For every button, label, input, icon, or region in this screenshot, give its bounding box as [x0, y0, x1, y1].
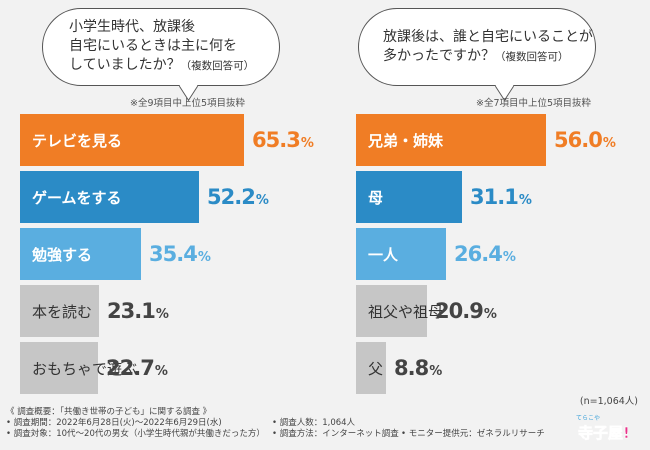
bar-label: 父 [368, 359, 384, 378]
value-unit: % [155, 307, 169, 322]
bar: 祖父や祖母 [356, 285, 443, 337]
bar-row: 本を読む 23.1% [20, 285, 169, 337]
bar: 母 [356, 171, 462, 223]
left-chart-panel: 小学生時代、放課後 自宅にいるときは主に何を していましたか？（複数回答可） ※… [20, 0, 325, 394]
value-unit: % [518, 193, 532, 208]
value-number: 31.1 [470, 185, 519, 209]
value-unit: % [602, 136, 616, 151]
survey-row: • 調査期間：2022年6月28日(火)～2022年6月29日(水) • 調査人… [6, 418, 355, 429]
question-line: 多かったですか？（複数回答可） [383, 47, 593, 67]
value-unit: % [300, 136, 314, 151]
bar-label: 本を読む [32, 302, 93, 321]
bar-label: おもちゃで遊ぶ [32, 359, 138, 378]
bar-row: 父 8.8% [356, 342, 442, 394]
question-line: 放課後は、誰と自宅にいることが [383, 28, 593, 45]
bar-label: 祖父や祖母 [368, 302, 444, 321]
question-line-text: 多かったですか？ [383, 47, 495, 64]
value-unit: % [429, 364, 443, 379]
value-label: 8.8% [394, 356, 442, 380]
value-label: 26.4% [454, 242, 516, 266]
survey-method: • 調査方法：インターネット調査 [272, 429, 399, 439]
question-text-right: 放課後は、誰と自宅にいることが 多かったですか？（複数回答可） [383, 28, 593, 67]
survey-target: • 調査対象：10代～20代の男女（小学生時代親が共働きだった方） [6, 429, 265, 439]
bar-label: ゲームをする [32, 188, 122, 207]
right-chart-panel: 放課後は、誰と自宅にいることが 多かったですか？（複数回答可） ※全7項目中上位… [356, 0, 636, 394]
value-number: 23.1 [107, 299, 156, 323]
extraction-note-right: ※全7項目中上位5項目抜粋 [476, 98, 592, 109]
bar: 父 [356, 342, 386, 394]
value-unit: % [255, 193, 269, 208]
question-bubble-left: 小学生時代、放課後 自宅にいるときは主に何を していましたか？（複数回答可） [42, 8, 280, 86]
multiple-answer-note: （複数回答可） [180, 60, 255, 72]
bar: 兄弟・姉妹 [356, 114, 546, 166]
value-number: 8.8 [394, 356, 429, 380]
bar-row: テレビを見る 65.3% [20, 114, 314, 166]
bar-row: 一人 26.4% [356, 228, 516, 280]
bar: 一人 [356, 228, 446, 280]
value-unit: % [154, 364, 168, 379]
bar: おもちゃで遊ぶ [20, 342, 137, 394]
survey-row: • 調査対象：10代～20代の男女（小学生時代親が共働きだった方） • 調査方法… [6, 429, 545, 440]
value-unit: % [502, 250, 516, 265]
value-label: 52.2% [207, 185, 269, 209]
bar: 本を読む [20, 285, 99, 337]
value-label: 23.1% [107, 299, 169, 323]
value-number: 26.4 [454, 242, 503, 266]
value-number: 56.0 [554, 128, 603, 152]
terakoya-logo: てらこや 寺子屋! [576, 414, 630, 442]
survey-overview: 《 調査概要：「共働き世帯の子ども」に関する調査 》 • 調査期間：2022年6… [6, 407, 545, 440]
question-line-text: していましたか？ [69, 57, 181, 73]
bar: テレビを見る [20, 114, 244, 166]
value-label: 31.1% [470, 185, 532, 209]
question-line: 自宅にいるときは主に何を [69, 38, 237, 54]
value-number: 65.3 [252, 128, 301, 152]
value-number: 35.4 [149, 242, 198, 266]
bar-row: 母 31.1% [356, 171, 532, 223]
bar-row: 勉強する 35.4% [20, 228, 211, 280]
extraction-note-left: ※全9項目中上位5項目抜粋 [130, 98, 246, 109]
bar: 勉強する [20, 228, 141, 280]
question-line: 小学生時代、放課後 [69, 19, 195, 35]
value-label: 35.4% [149, 242, 211, 266]
bar-label: 一人 [368, 245, 399, 264]
svg-text:てらこや: てらこや [576, 414, 600, 422]
value-number: 20.9 [435, 299, 484, 323]
bar-label: テレビを見る [32, 131, 123, 150]
survey-period: • 調査期間：2022年6月28日(火)～2022年6月29日(水) [6, 418, 222, 428]
bar-row: ゲームをする 52.2% [20, 171, 269, 223]
value-number: 52.2 [207, 185, 256, 209]
multiple-answer-note: （複数回答可） [495, 50, 569, 63]
bar-row: 祖父や祖母 20.9% [356, 285, 497, 337]
sample-size-label: (n=1,064人) [579, 396, 638, 407]
bar-label: 兄弟・姉妹 [368, 131, 444, 150]
survey-heading: 《 調査概要：「共働き世帯の子ども」に関する調査 》 [6, 407, 212, 417]
survey-provider: • モニター提供元：ゼネラルリサーチ [401, 429, 545, 439]
value-label: 20.9% [435, 299, 497, 323]
bar-label: 母 [368, 188, 384, 207]
question-text-left: 小学生時代、放課後 自宅にいるときは主に何を していましたか？（複数回答可） [69, 18, 254, 76]
value-number: 22.7 [106, 356, 155, 380]
bar-label: 勉強する [32, 245, 93, 264]
bar-row: 兄弟・姉妹 56.0% [356, 114, 616, 166]
question-line: していましたか？（複数回答可） [69, 56, 254, 76]
bar: ゲームをする [20, 171, 199, 223]
value-unit: % [483, 307, 497, 322]
value-label: 22.7% [106, 356, 168, 380]
value-label: 65.3% [252, 128, 314, 152]
value-label: 56.0% [554, 128, 616, 152]
bar-row: おもちゃで遊ぶ 22.7% [20, 342, 168, 394]
question-bubble-right: 放課後は、誰と自宅にいることが 多かったですか？（複数回答可） [358, 8, 596, 86]
survey-respondents: • 調査人数：1,064人 [272, 418, 356, 428]
value-unit: % [197, 250, 211, 265]
svg-text:寺子屋!: 寺子屋! [578, 424, 630, 442]
